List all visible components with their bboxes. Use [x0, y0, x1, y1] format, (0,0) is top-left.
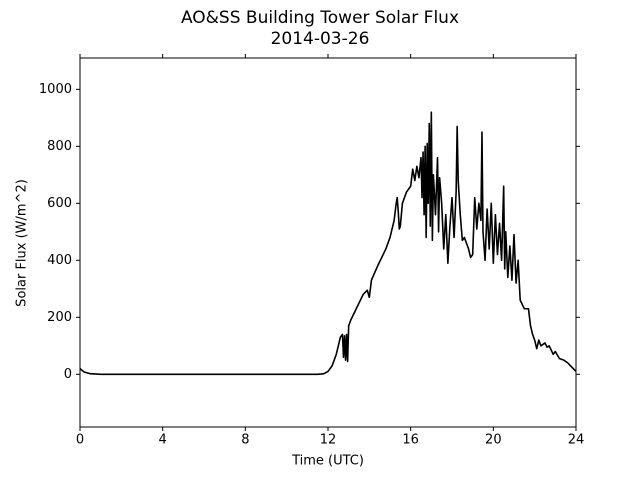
- x-tick-label: 4: [159, 433, 167, 448]
- y-tick-label: 200: [47, 310, 72, 325]
- y-tick-label: 400: [47, 253, 72, 268]
- y-tick-label: 800: [47, 139, 72, 154]
- y-axis-label: Solar Flux (W/m^2): [15, 179, 30, 307]
- x-tick-label: 12: [320, 433, 337, 448]
- x-tick-label: 16: [402, 433, 419, 448]
- y-tick-label: 0: [64, 367, 72, 382]
- x-tick-label: 8: [241, 433, 249, 448]
- y-tick-label: 600: [47, 196, 72, 211]
- x-axis-label: Time (UTC): [291, 454, 364, 469]
- chart-subtitle: 2014-03-26: [271, 29, 370, 49]
- y-tick-label: 1000: [39, 82, 72, 97]
- chart-title: AO&SS Building Tower Solar Flux: [181, 8, 459, 28]
- data-line: [79, 111, 577, 376]
- x-tick-label: 24: [568, 433, 585, 448]
- x-tick-label: 0: [76, 433, 84, 448]
- plot-frame: [79, 57, 577, 428]
- x-tick-label: 20: [485, 433, 502, 448]
